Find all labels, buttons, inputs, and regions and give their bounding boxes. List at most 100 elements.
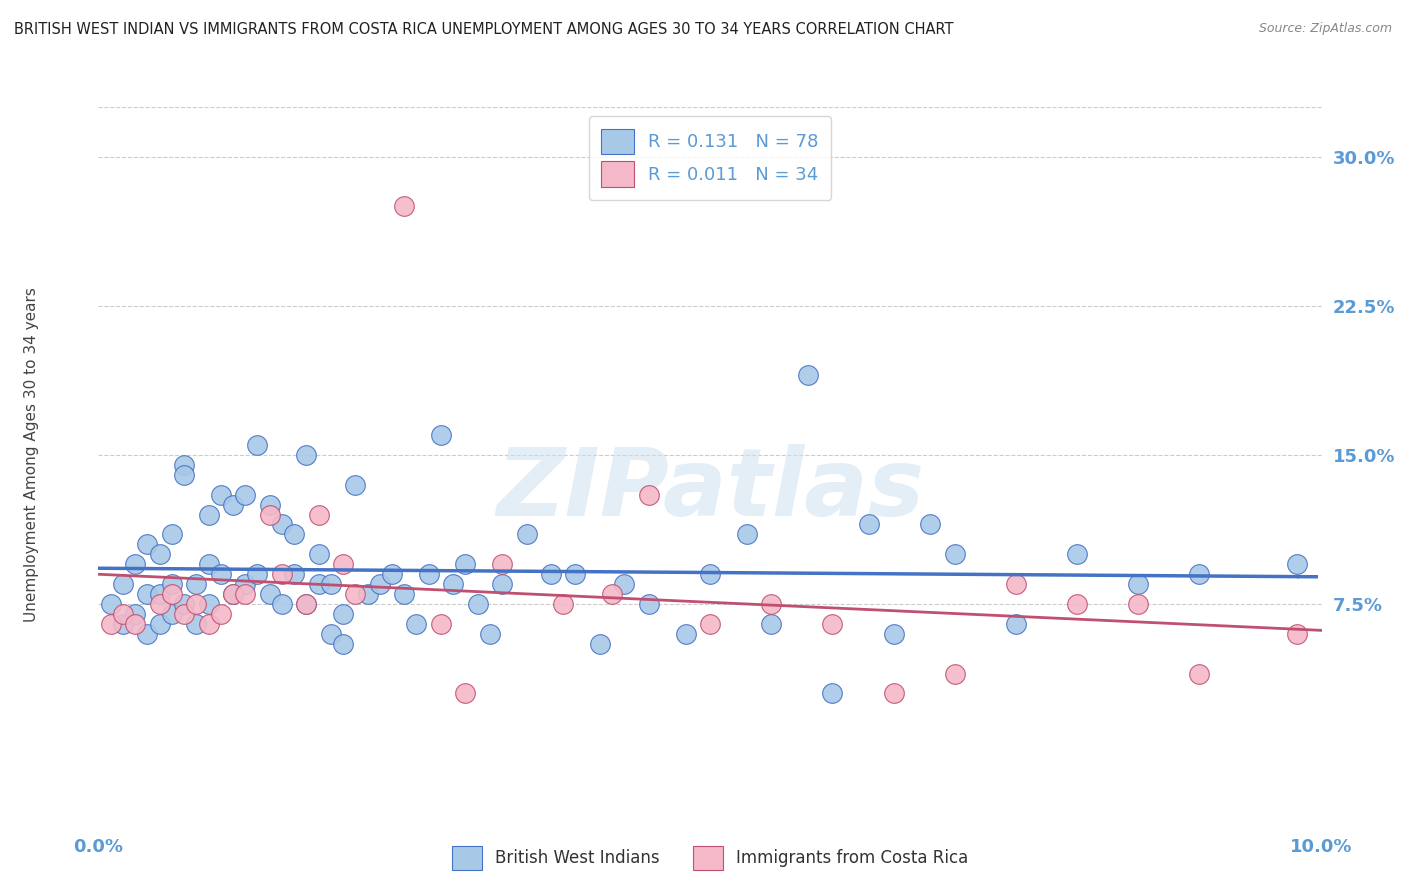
Point [540, 567, 562, 582]
Point [1004, 616, 1026, 631]
Point [491, 558, 513, 572]
Point [392, 199, 416, 213]
Point [553, 597, 575, 611]
Point [197, 558, 219, 572]
Point [186, 577, 208, 591]
Point [308, 508, 330, 522]
Point [392, 587, 416, 601]
Point [454, 686, 477, 700]
Point [295, 597, 318, 611]
Point [222, 587, 245, 601]
Point [883, 686, 905, 700]
Point [222, 587, 245, 601]
Point [675, 627, 697, 641]
Point [149, 616, 172, 631]
Point [295, 597, 318, 611]
Point [418, 567, 440, 582]
Point [332, 637, 354, 651]
Point [600, 587, 623, 601]
Point [295, 448, 318, 462]
Text: 10.0%: 10.0% [1291, 838, 1353, 856]
Point [197, 616, 219, 631]
Point [186, 597, 208, 611]
Point [160, 587, 183, 601]
Point [209, 607, 232, 621]
Point [405, 616, 427, 631]
Point [246, 567, 269, 582]
Point [797, 368, 820, 383]
Point [270, 567, 292, 582]
Point [124, 616, 146, 631]
Point [344, 477, 367, 491]
Point [149, 597, 172, 611]
Text: 0.0%: 0.0% [73, 838, 124, 856]
Point [491, 577, 513, 591]
Point [430, 616, 453, 631]
Point [124, 607, 146, 621]
Point [209, 488, 232, 502]
Point [173, 597, 195, 611]
Point [1004, 577, 1026, 591]
Point [136, 537, 159, 551]
Point [111, 607, 134, 621]
Point [209, 567, 232, 582]
Point [259, 587, 281, 601]
Point [381, 567, 404, 582]
Point [233, 488, 256, 502]
Point [197, 508, 219, 522]
Text: ZIPatlas: ZIPatlas [496, 443, 924, 536]
Point [516, 527, 538, 541]
Point [699, 567, 721, 582]
Point [1286, 558, 1309, 572]
Point [173, 458, 195, 472]
Point [186, 616, 208, 631]
Point [699, 616, 721, 631]
Point [319, 627, 342, 641]
Point [124, 558, 146, 572]
Point [441, 577, 464, 591]
Point [564, 567, 586, 582]
Point [1128, 597, 1150, 611]
Point [1188, 666, 1211, 681]
Point [613, 577, 636, 591]
Point [259, 508, 281, 522]
Point [821, 616, 844, 631]
Point [1188, 567, 1211, 582]
Point [136, 627, 159, 641]
Point [332, 607, 354, 621]
Point [270, 597, 292, 611]
Point [759, 597, 782, 611]
Point [308, 547, 330, 561]
Point [149, 547, 172, 561]
Point [920, 517, 942, 532]
Point [943, 666, 966, 681]
Point [222, 498, 245, 512]
Point [454, 558, 477, 572]
Point [136, 587, 159, 601]
Point [259, 498, 281, 512]
Text: BRITISH WEST INDIAN VS IMMIGRANTS FROM COSTA RICA UNEMPLOYMENT AMONG AGES 30 TO : BRITISH WEST INDIAN VS IMMIGRANTS FROM C… [14, 22, 953, 37]
Point [589, 637, 612, 651]
Point [943, 547, 966, 561]
Point [1066, 547, 1088, 561]
Point [173, 607, 195, 621]
Point [356, 587, 378, 601]
Point [233, 587, 256, 601]
Point [100, 597, 122, 611]
Point [478, 627, 501, 641]
Point [160, 577, 183, 591]
Point [368, 577, 391, 591]
Point [111, 577, 134, 591]
Point [197, 597, 219, 611]
Legend: British West Indians, Immigrants from Costa Rica: British West Indians, Immigrants from Co… [443, 838, 977, 878]
Point [735, 527, 758, 541]
Point [246, 438, 269, 452]
Point [1066, 597, 1088, 611]
Point [319, 577, 342, 591]
Point [467, 597, 489, 611]
Point [270, 517, 292, 532]
Point [759, 616, 782, 631]
Point [233, 577, 256, 591]
Point [283, 527, 305, 541]
Text: Source: ZipAtlas.com: Source: ZipAtlas.com [1258, 22, 1392, 36]
